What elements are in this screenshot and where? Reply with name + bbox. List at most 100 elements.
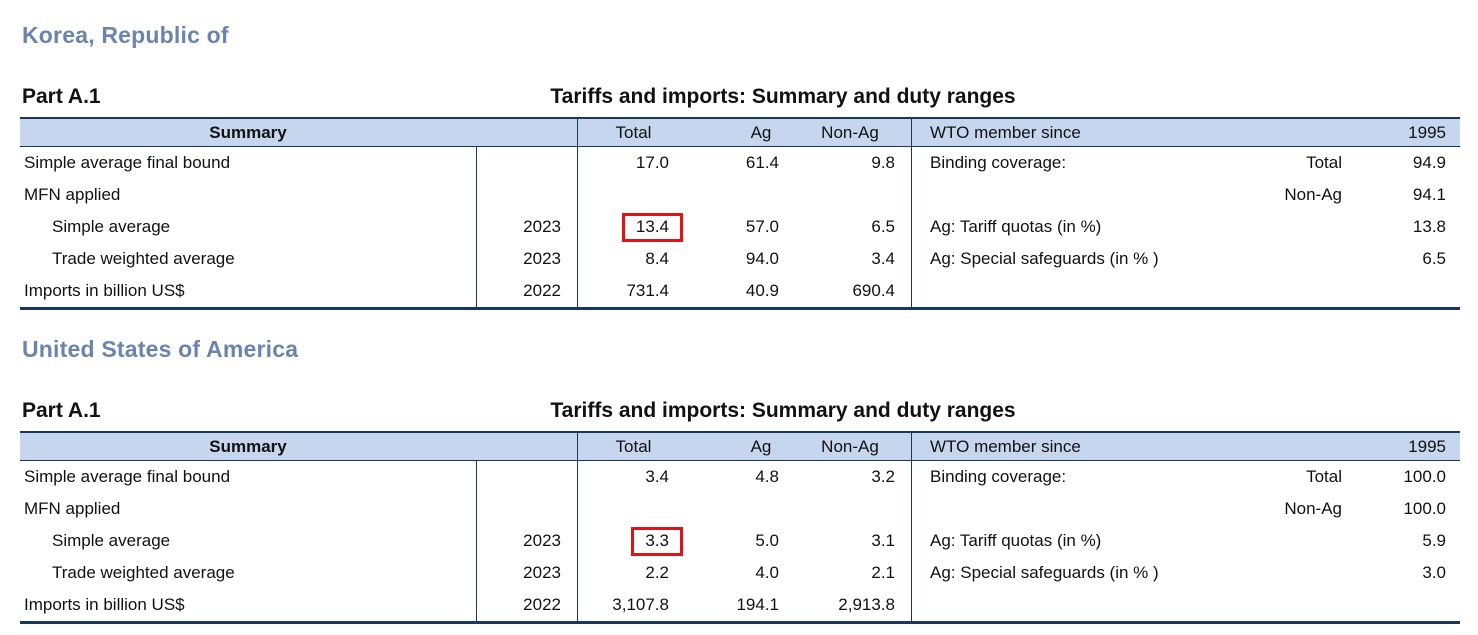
right-panel-value: 100.0: [1403, 467, 1446, 486]
col-header-summary: Summary: [209, 122, 287, 142]
col-header-year: [476, 119, 577, 146]
ag-cell: 40.9: [745, 281, 779, 300]
table-header-row: Summary Total Ag Non-Ag WTO member since…: [20, 433, 1460, 461]
tariff-summary-table: Summary Total Ag Non-Ag WTO member since…: [20, 117, 1460, 310]
year-cell: 2022: [476, 589, 577, 621]
table-row: MFN applied Non-Ag 94.1: [20, 179, 1460, 211]
row-label: Simple average: [52, 217, 171, 236]
total-cell: [577, 179, 689, 211]
member-since-value: 1995: [1408, 436, 1446, 456]
col-header-total: Total: [577, 119, 689, 146]
country-heading: United States of America: [22, 336, 299, 362]
wto-member-since-cell: WTO member since 1995: [911, 433, 1460, 460]
total-cell: 13.4: [577, 211, 689, 243]
ag-cell: 4.8: [755, 467, 779, 486]
table-row: Simple average final bound 17.0 61.4 9.8…: [20, 147, 1460, 179]
row-label: MFN applied: [24, 499, 121, 518]
table-row: Trade weighted average 2023 8.4 94.0 3.4…: [20, 243, 1460, 275]
total-cell: 3.3: [577, 525, 689, 557]
right-panel-value: 100.0: [1403, 499, 1446, 518]
col-header-ag: Ag: [750, 436, 772, 456]
row-label: Imports in billion US$: [24, 595, 185, 614]
right-panel-sublabel: Non-Ag: [1284, 499, 1342, 518]
highlighted-value: 3.3: [645, 530, 669, 550]
nonag-cell: 6.5: [871, 217, 895, 236]
country-section-korea: Korea, Republic of Part A.1 Tariffs and …: [20, 22, 1460, 310]
table-row: Simple average 2023 3.3 5.0 3.1 Ag: Tari…: [20, 525, 1460, 557]
ag-cell: [689, 493, 789, 525]
wto-member-since-cell: WTO member since 1995: [911, 119, 1460, 146]
part-header: Part A.1 Tariffs and imports: Summary an…: [20, 85, 1460, 111]
total-cell: 3.4: [577, 461, 689, 493]
right-panel-sublabel: Total: [1306, 153, 1342, 172]
ag-cell: 94.0: [745, 249, 779, 268]
nonag-cell: [789, 179, 911, 211]
total-cell: 731.4: [577, 275, 689, 307]
ag-cell: 5.0: [755, 531, 779, 550]
table-row: Trade weighted average 2023 2.2 4.0 2.1 …: [20, 557, 1460, 589]
right-panel-value: 6.5: [1422, 249, 1446, 268]
right-panel-value: 5.9: [1422, 531, 1446, 550]
right-panel-value: 3.0: [1422, 563, 1446, 582]
nonag-cell: 2.1: [871, 563, 895, 582]
right-panel-value: 94.9: [1412, 153, 1446, 172]
row-label: Simple average final bound: [24, 153, 231, 172]
country-section-usa: United States of America Part A.1 Tariff…: [20, 336, 1460, 624]
year-cell: 2023: [476, 243, 577, 275]
year-cell: [476, 493, 577, 525]
country-heading: Korea, Republic of: [22, 22, 229, 48]
nonag-cell: [789, 493, 911, 525]
right-panel-label: Ag: Tariff quotas (in %): [930, 531, 1102, 550]
member-since-label: WTO member since: [930, 436, 1081, 456]
right-panel-cell: Non-Ag 100.0: [911, 493, 1460, 525]
right-panel-sublabel: Total: [1306, 467, 1342, 486]
right-panel-label: Ag: Special safeguards (in % ): [930, 249, 1159, 268]
nonag-cell: 3.4: [871, 249, 895, 268]
year-cell: [476, 179, 577, 211]
part-label: Part A.1: [22, 85, 101, 108]
year-cell: 2023: [476, 211, 577, 243]
part-title: Tariffs and imports: Summary and duty ra…: [550, 85, 1016, 108]
right-panel-cell: Ag: Special safeguards (in % ) 3.0: [911, 557, 1460, 589]
table-header-row: Summary Total Ag Non-Ag WTO member since…: [20, 119, 1460, 147]
year-cell: 2022: [476, 275, 577, 307]
right-panel-value: 94.1: [1412, 185, 1446, 204]
right-panel-cell: Ag: Tariff quotas (in %) 5.9: [911, 525, 1460, 557]
highlight-box: 13.4: [621, 212, 683, 242]
ag-cell: [689, 179, 789, 211]
part-label: Part A.1: [22, 399, 101, 422]
ag-cell: 4.0: [755, 563, 779, 582]
col-header-total: Total: [577, 433, 689, 460]
right-panel-value: 13.8: [1412, 217, 1446, 236]
col-header-summary: Summary: [209, 436, 287, 456]
right-panel-cell: Ag: Special safeguards (in % ) 6.5: [911, 243, 1460, 275]
nonag-cell: 9.8: [871, 153, 895, 172]
total-cell: 3,107.8: [577, 589, 689, 621]
row-label: Trade weighted average: [52, 249, 235, 268]
part-title: Tariffs and imports: Summary and duty ra…: [550, 399, 1016, 422]
right-panel-label: Ag: Special safeguards (in % ): [930, 563, 1159, 582]
right-panel-cell: Binding coverage: Total 100.0: [911, 461, 1460, 493]
total-cell: 2.2: [577, 557, 689, 589]
year-cell: [476, 147, 577, 179]
tariff-summary-table: Summary Total Ag Non-Ag WTO member since…: [20, 431, 1460, 624]
col-header-nonag: Non-Ag: [821, 436, 879, 456]
part-header: Part A.1 Tariffs and imports: Summary an…: [20, 399, 1460, 425]
row-label: Imports in billion US$: [24, 281, 185, 300]
nonag-cell: 3.1: [871, 531, 895, 550]
col-header-nonag: Non-Ag: [821, 122, 879, 142]
right-panel-cell: Ag: Tariff quotas (in %) 13.8: [911, 211, 1460, 243]
right-panel-label: Ag: Tariff quotas (in %): [930, 217, 1102, 236]
right-panel-cell: Binding coverage: Total 94.9: [911, 147, 1460, 179]
col-header-year: [476, 433, 577, 460]
row-label: Simple average final bound: [24, 467, 231, 486]
table-row: Simple average final bound 3.4 4.8 3.2 B…: [20, 461, 1460, 493]
year-cell: [476, 461, 577, 493]
right-panel-cell: [911, 275, 1460, 307]
total-cell: 17.0: [577, 147, 689, 179]
total-cell: [577, 493, 689, 525]
year-cell: 2023: [476, 525, 577, 557]
right-panel-cell: [911, 589, 1460, 621]
right-panel-label: Binding coverage:: [930, 153, 1067, 172]
